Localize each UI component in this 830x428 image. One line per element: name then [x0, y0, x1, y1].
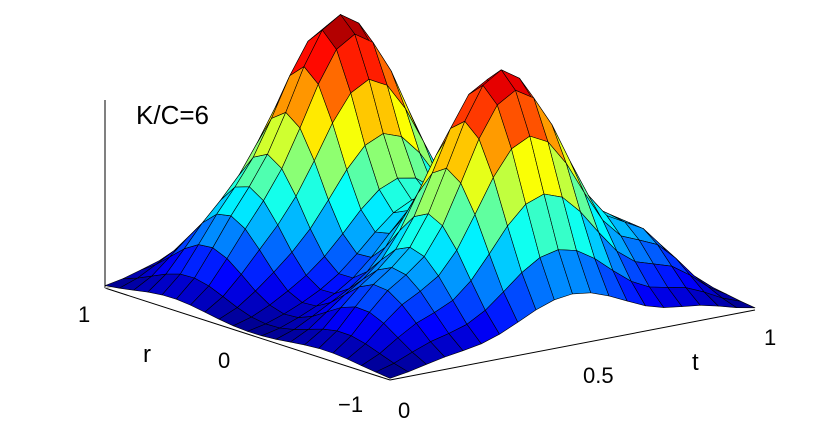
x-axis-label: t	[692, 349, 699, 376]
tick-labels: 1 0 −1 0 0.5 1	[78, 302, 776, 423]
x-tick-label: 0.5	[583, 363, 614, 388]
surface-cell	[722, 297, 756, 309]
x-tick-label: 1	[764, 325, 776, 350]
t-axis-line	[389, 309, 756, 381]
y-axis-label: r	[143, 341, 151, 368]
y-tick-label: 1	[78, 302, 90, 327]
y-tick-label: −1	[338, 392, 363, 417]
x-tick-label: 0	[398, 398, 410, 423]
annotation-label: K/C=6	[136, 100, 209, 130]
r-axis-line	[104, 287, 391, 381]
y-tick-label: 0	[218, 348, 230, 373]
surface-mesh	[104, 14, 756, 379]
